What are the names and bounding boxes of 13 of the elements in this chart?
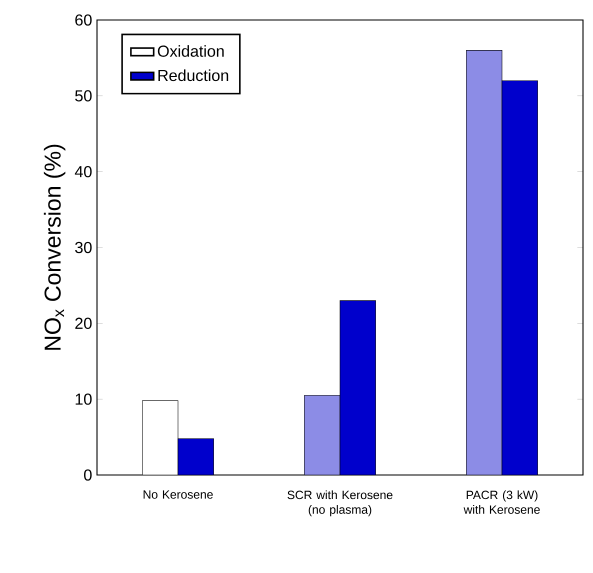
legend-label: Reduction <box>158 69 228 82</box>
legend-label: Oxidation <box>158 45 224 57</box>
y-tick-label: 40 <box>74 166 92 178</box>
y-axis-title: NO$_{x}$ Conversion (%) <box>44 144 66 350</box>
x-tick-label: No Kerosene <box>144 490 213 499</box>
x-tick-label: PACR (3 kW) with Kerosene <box>464 490 540 514</box>
y-tick-label: 50 <box>75 90 92 102</box>
y-tick-label: 10 <box>76 393 92 405</box>
y-tick-label: 60 <box>75 14 92 26</box>
x-tick-label: SCR with Kerosene (no plasma) <box>288 490 392 516</box>
y-tick-label: 20 <box>75 318 92 329</box>
y-tick-label: 0 <box>84 469 92 481</box>
y-tick-label: 30 <box>75 242 92 254</box>
